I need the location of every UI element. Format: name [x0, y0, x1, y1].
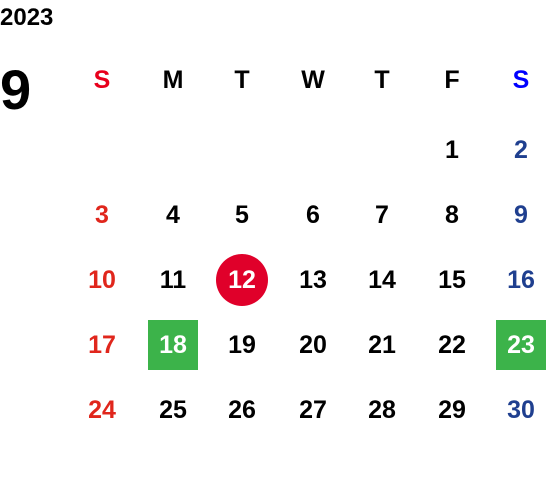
weekday-header: F	[444, 65, 460, 94]
day: 13	[299, 265, 327, 294]
day-highlighted: 12	[216, 254, 268, 306]
weekday-header: T	[234, 65, 250, 94]
weekday-header: T	[374, 65, 390, 94]
day: 25	[159, 395, 187, 424]
day: 20	[299, 330, 327, 359]
day: 22	[438, 330, 466, 359]
day: 11	[159, 265, 187, 294]
day: 26	[228, 395, 256, 424]
day: 21	[368, 330, 396, 359]
month: 9	[0, 58, 32, 121]
day: 29	[438, 395, 466, 424]
day: 17	[88, 330, 116, 359]
day: 27	[299, 395, 327, 424]
day: 8	[445, 200, 459, 229]
day: 28	[368, 395, 396, 424]
weekday-header: W	[301, 65, 325, 94]
day: 15	[438, 265, 466, 294]
day: 16	[507, 265, 535, 294]
weekday-header: S	[512, 65, 530, 94]
day: 5	[235, 200, 249, 229]
weekday-header: M	[162, 65, 184, 94]
year: 2023	[0, 4, 54, 31]
day: 10	[88, 265, 116, 294]
day: 2	[514, 135, 528, 164]
day-highlighted: 18	[148, 320, 198, 370]
weekday-header: S	[93, 65, 111, 94]
day: 14	[368, 265, 396, 294]
day-highlighted: 23	[496, 320, 546, 370]
day: 6	[306, 200, 320, 229]
day: 9	[514, 200, 528, 229]
day: 3	[95, 200, 109, 229]
day: 24	[88, 395, 116, 424]
day: 7	[375, 200, 389, 229]
day: 30	[507, 395, 535, 424]
day: 1	[445, 135, 459, 164]
day: 4	[166, 200, 180, 229]
day: 19	[228, 330, 256, 359]
